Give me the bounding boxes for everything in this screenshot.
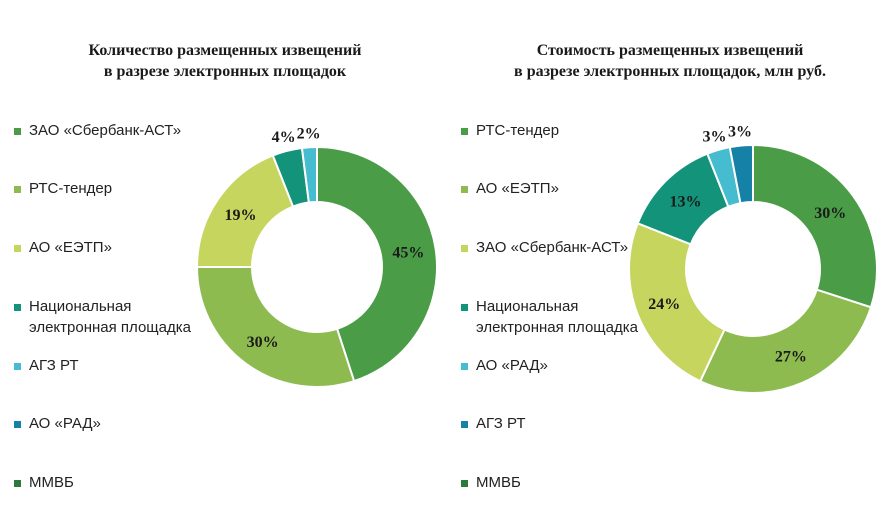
legend-item: ЗАО «Сбербанк-АСТ» — [461, 237, 628, 258]
chart-title: Стоимость размещенных извещений в разрез… — [514, 42, 826, 80]
slice-label: 45% — [392, 245, 424, 262]
donut-slice — [195, 266, 356, 388]
legend-item: ММВБ — [461, 472, 521, 493]
slice-label: 27% — [775, 349, 807, 366]
donut-slice — [728, 143, 754, 205]
legend-item: РТС-тендер — [461, 120, 559, 141]
legend-swatch — [14, 363, 21, 370]
slice-label: 3% — [702, 128, 726, 145]
legend-label: ЗАО «Сбербанк-АСТ» — [476, 239, 629, 256]
legend-swatch — [14, 186, 21, 193]
slice-label: 30% — [247, 334, 279, 351]
legend-swatch — [461, 363, 468, 370]
legend-item: РТС-тендер — [14, 178, 112, 199]
legend-swatch — [461, 304, 468, 311]
legend-swatch — [461, 245, 468, 252]
legend-item: АГЗ РТ — [461, 413, 526, 434]
legend-swatch — [14, 128, 21, 135]
slice-label: 2% — [297, 125, 321, 142]
legend-swatch — [461, 186, 468, 193]
legend-item: АГЗ РТ — [14, 355, 79, 376]
legend-label: Национальная электронная площадка — [29, 298, 191, 336]
legend-swatch — [461, 480, 468, 487]
donut-slice — [628, 222, 726, 383]
legend-label: Национальная электронная площадка — [476, 298, 638, 336]
legend-label: ЗАО «Сбербанк-АСТ» — [29, 122, 182, 139]
legend-label: РТС-тендер — [476, 122, 560, 139]
legend-item: АО «РАД» — [14, 413, 101, 434]
donut-slice — [698, 288, 873, 394]
donut-slice — [752, 143, 878, 309]
donut-chart: 30% 27% 24% 13% 3% 3% — [628, 124, 878, 394]
slice-label: 3% — [728, 124, 752, 141]
legend-item: АО «РАД» — [461, 355, 548, 376]
donut-slice — [300, 145, 318, 204]
slice-label: 30% — [814, 205, 846, 222]
chart-panel-notices-value: Стоимость размещенных извещений в разрез… — [445, 0, 885, 529]
slice-label: 4% — [272, 129, 296, 146]
legend-label: АО «РАД» — [476, 357, 548, 374]
legend-item: ММВБ — [14, 472, 74, 493]
legend-swatch — [461, 421, 468, 428]
legend-label: АГЗ РТ — [29, 357, 79, 374]
legend-item: Национальная электронная площадка — [461, 296, 638, 338]
legend-swatch — [461, 128, 468, 135]
slice-label: 13% — [669, 193, 701, 210]
legend-label: ММВБ — [476, 474, 521, 491]
legend-item: Национальная электронная площадка — [14, 296, 191, 338]
legend-swatch — [14, 421, 21, 428]
legend-label: АГЗ РТ — [476, 415, 526, 432]
legend-label: АО «ЕЭТП» — [476, 180, 559, 197]
slice-label: 19% — [224, 207, 256, 224]
donut-chart: 45% 30% 19% 4% 2% — [195, 125, 438, 388]
legend-label: РТС-тендер — [29, 180, 113, 197]
legend-swatch — [14, 480, 21, 487]
legend-item: АО «ЕЭТП» — [14, 237, 112, 258]
legend-label: АО «РАД» — [29, 415, 101, 432]
legend-label: АО «ЕЭТП» — [29, 239, 112, 256]
chart-title: Количество размещенных извещений в разре… — [88, 42, 362, 80]
legend-item: ЗАО «Сбербанк-АСТ» — [14, 120, 181, 141]
legend-swatch — [14, 304, 21, 311]
legend-swatch — [14, 245, 21, 252]
legend-item: АО «ЕЭТП» — [461, 178, 559, 199]
slice-label: 24% — [648, 296, 680, 313]
legend-label: ММВБ — [29, 474, 74, 491]
chart-panel-notices-count: Количество размещенных извещений в разре… — [14, 42, 438, 493]
donut-slice — [316, 145, 438, 383]
